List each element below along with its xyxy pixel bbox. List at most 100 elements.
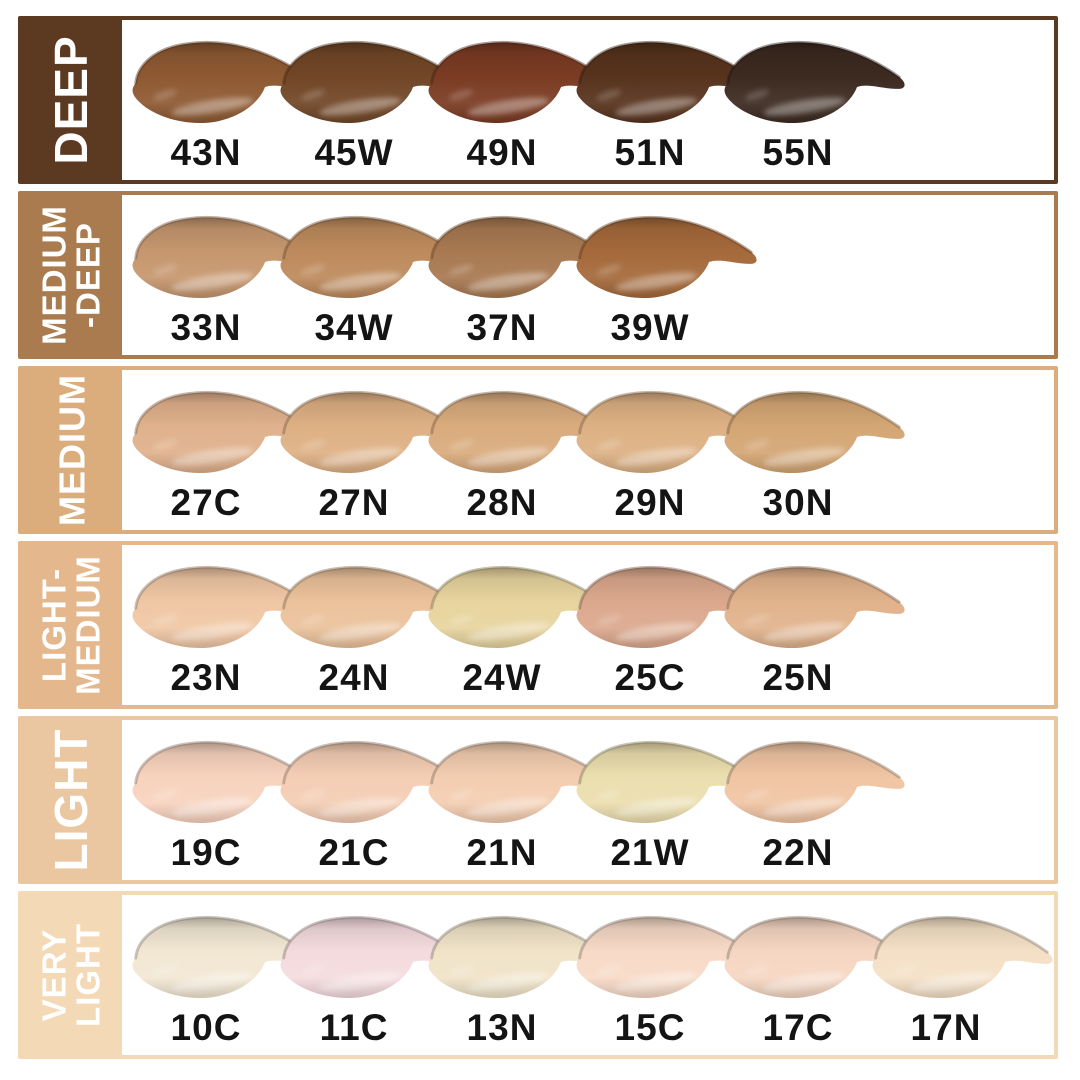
swatch-area: 27C 27N — [122, 370, 1054, 530]
shade-code-label: 13N — [466, 1007, 538, 1048]
foundation-smear — [576, 390, 757, 473]
foundation-smear — [280, 740, 461, 823]
foundation-smear — [724, 565, 905, 648]
range-band: MEDIUM -DEEP — [22, 195, 122, 355]
range-label: MEDIUM -DEEP — [35, 205, 107, 345]
foundation-smear — [576, 915, 757, 998]
shade-swatch-cell-21n: 21N — [428, 720, 609, 880]
swatch-area: 19C 21C — [122, 720, 1054, 880]
range-band: MEDIUM — [22, 370, 122, 530]
range-band: LIGHT — [22, 720, 122, 880]
shade-swatch-cell-13n: 13N — [428, 895, 609, 1055]
foundation-smear — [724, 390, 905, 473]
shade-range-row-medium: MEDIUM 27C — [18, 366, 1058, 534]
shade-code-label: 21W — [610, 832, 690, 873]
shade-range-row-medium-deep: MEDIUM -DEEP 33N — [18, 191, 1058, 359]
shade-swatch-cell-27c: 27C — [132, 370, 313, 530]
foundation-smear — [280, 40, 461, 123]
shade-swatch-cell-24w: 24W — [428, 545, 609, 705]
foundation-smear — [576, 215, 757, 298]
shade-chart: DEEP 43N — [18, 16, 1058, 1066]
shade-code-label: 21N — [466, 832, 538, 873]
foundation-smear — [428, 40, 609, 123]
shade-code-label: 37N — [466, 307, 538, 348]
range-band: LIGHT- MEDIUM — [22, 545, 122, 705]
swatch-area: 43N 45W — [122, 20, 1054, 180]
foundation-smear — [132, 915, 313, 998]
range-label: LIGHT — [45, 728, 98, 872]
shade-swatch-cell-27n: 27N — [280, 370, 461, 530]
swatch-area: 33N 34W — [122, 195, 1054, 355]
foundation-smear — [724, 740, 905, 823]
foundation-smear — [576, 740, 757, 823]
shade-swatch-cell-45w: 45W — [280, 20, 461, 180]
foundation-smear — [280, 565, 461, 648]
shade-code-label: 55N — [762, 132, 834, 173]
shade-code-label: 39W — [610, 307, 690, 348]
foundation-smear — [132, 740, 313, 823]
shade-code-label: 10C — [170, 1007, 242, 1048]
shade-swatch-cell-25c: 25C — [576, 545, 757, 705]
shade-code-label: 11C — [319, 1007, 389, 1048]
foundation-smear — [428, 215, 609, 298]
shade-code-label: 34W — [314, 307, 394, 348]
shade-swatch-cell-28n: 28N — [428, 370, 609, 530]
foundation-smear — [872, 915, 1053, 998]
shade-code-label: 30N — [762, 482, 834, 523]
shade-code-label: 51N — [614, 132, 686, 173]
shade-code-label: 27N — [318, 482, 390, 523]
foundation-smear — [132, 390, 313, 473]
shade-range-row-very-light: VERY LIGHT 10C — [18, 891, 1058, 1059]
foundation-smear — [724, 40, 905, 123]
shade-swatch-cell-19c: 19C — [132, 720, 313, 880]
range-band: DEEP — [22, 20, 122, 180]
shade-code-label: 49N — [466, 132, 538, 173]
shade-swatch-cell-24n: 24N — [280, 545, 461, 705]
shade-swatch-cell-17n: 17N — [872, 895, 1053, 1055]
shade-code-label: 43N — [170, 132, 242, 173]
foundation-smear — [428, 390, 609, 473]
shade-code-label: 21C — [318, 832, 390, 873]
shade-range-row-light-medium: LIGHT- MEDIUM 23N — [18, 541, 1058, 709]
foundation-smear — [280, 215, 461, 298]
shade-swatch-cell-33n: 33N — [132, 195, 313, 355]
foundation-smear — [576, 565, 757, 648]
shade-swatch-cell-23n: 23N — [132, 545, 313, 705]
range-label: VERY LIGHT — [35, 923, 107, 1027]
foundation-smear — [280, 915, 461, 998]
shade-code-label: 24N — [318, 657, 390, 698]
range-band: VERY LIGHT — [22, 895, 122, 1055]
range-label: LIGHT- MEDIUM — [35, 555, 107, 695]
shade-code-label: 24W — [462, 657, 542, 698]
foundation-smear — [576, 40, 757, 123]
shade-swatch-cell-37n: 37N — [428, 195, 609, 355]
shade-code-label: 19C — [170, 832, 242, 873]
foundation-smear — [280, 390, 461, 473]
shade-swatch-cell-43n: 43N — [132, 20, 313, 180]
shade-swatch-cell-39w: 39W — [576, 195, 757, 355]
shade-code-label: 17N — [910, 1007, 982, 1048]
shade-swatch-cell-15c: 15C — [576, 895, 757, 1055]
shade-code-label: 45W — [314, 132, 394, 173]
shade-swatch-cell-22n: 22N — [724, 720, 905, 880]
shade-code-label: 22N — [762, 832, 834, 873]
shade-swatch-cell-30n: 30N — [724, 370, 905, 530]
shade-swatch-cell-25n: 25N — [724, 545, 905, 705]
range-label: MEDIUM — [51, 374, 93, 526]
foundation-smear — [724, 915, 905, 998]
shade-swatch-cell-51n: 51N — [576, 20, 757, 180]
foundation-smear — [132, 565, 313, 648]
foundation-smear — [428, 740, 609, 823]
shade-code-label: 23N — [170, 657, 242, 698]
shade-code-label: 25N — [762, 657, 834, 698]
shade-swatch-cell-49n: 49N — [428, 20, 609, 180]
foundation-smear — [428, 915, 609, 998]
foundation-smear — [132, 215, 313, 298]
shade-range-row-deep: DEEP 43N — [18, 16, 1058, 184]
shade-range-row-light: LIGHT 19C — [18, 716, 1058, 884]
swatch-area: 10C 11C — [122, 895, 1054, 1055]
shade-code-label: 17C — [762, 1007, 834, 1048]
shade-swatch-cell-17c: 17C — [724, 895, 905, 1055]
shade-code-label: 25C — [614, 657, 686, 698]
shade-swatch-cell-34w: 34W — [280, 195, 461, 355]
